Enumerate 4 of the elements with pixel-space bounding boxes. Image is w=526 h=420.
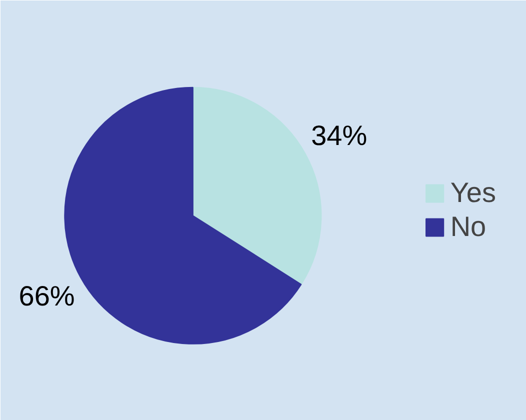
- legend-label: Yes: [450, 177, 496, 209]
- legend-label: No: [450, 211, 486, 243]
- data-label: 66%: [18, 280, 75, 312]
- data-label: 34%: [311, 120, 368, 151]
